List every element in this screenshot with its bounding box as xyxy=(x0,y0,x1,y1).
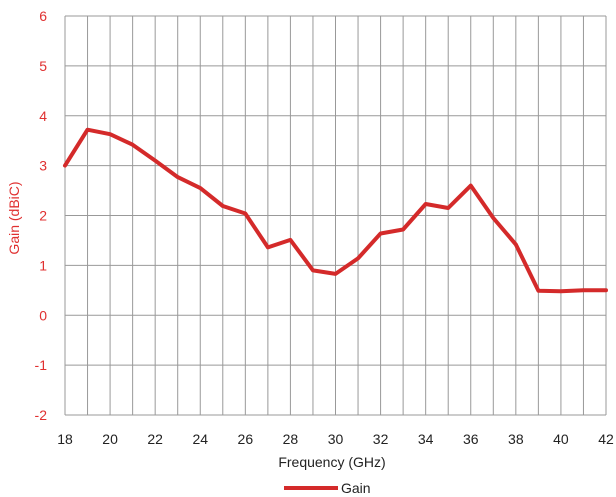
x-tick-label: 20 xyxy=(102,431,118,447)
x-axis-ticks: 18 20 22 24 26 28 30 32 34 36 38 40 42 xyxy=(57,431,614,447)
x-tick-label: 40 xyxy=(553,431,569,447)
y-tick-label: -2 xyxy=(35,407,48,423)
y-tick-label: -1 xyxy=(35,357,48,373)
series-line-gain xyxy=(63,127,608,294)
x-tick-label: 22 xyxy=(147,431,163,447)
legend: Gain xyxy=(284,480,371,496)
y-tick-label: 5 xyxy=(39,58,47,74)
x-tick-label: 24 xyxy=(192,431,208,447)
y-tick-label: 4 xyxy=(39,108,47,124)
y-tick-label: 2 xyxy=(39,208,47,224)
grid xyxy=(64,15,607,416)
y-tick-label: 6 xyxy=(39,8,47,24)
y-tick-label: 3 xyxy=(39,158,47,174)
y-axis-title: Gain (dBiC) xyxy=(6,181,22,254)
y-axis-ticks: -2 -1 0 1 2 3 4 5 6 xyxy=(35,8,48,423)
x-tick-label: 28 xyxy=(283,431,299,447)
x-tick-label: 34 xyxy=(418,431,434,447)
x-tick-label: 18 xyxy=(57,431,73,447)
x-tick-label: 38 xyxy=(508,431,524,447)
x-tick-label: 42 xyxy=(598,431,614,447)
y-tick-label: 1 xyxy=(39,257,47,273)
legend-label-gain: Gain xyxy=(341,480,371,496)
x-axis-title: Frequency (GHz) xyxy=(278,454,385,470)
x-tick-label: 30 xyxy=(328,431,344,447)
x-tick-label: 26 xyxy=(238,431,254,447)
x-tick-label: 32 xyxy=(373,431,389,447)
x-tick-label: 36 xyxy=(463,431,479,447)
series-layer xyxy=(63,127,608,294)
y-tick-label: 0 xyxy=(39,307,47,323)
